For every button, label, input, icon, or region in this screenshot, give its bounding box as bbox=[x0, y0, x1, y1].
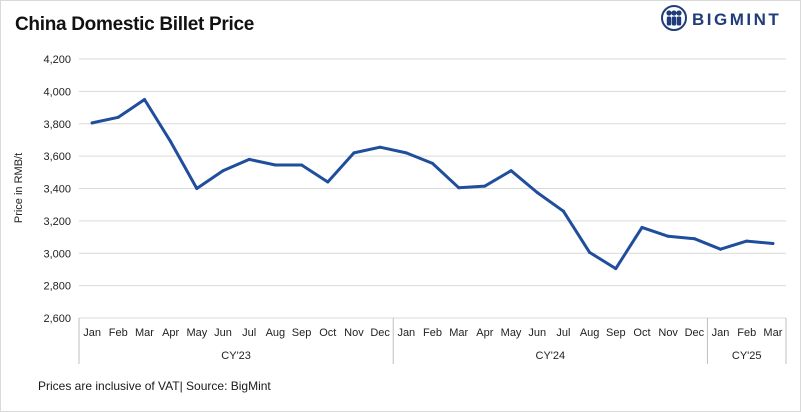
data-point bbox=[614, 267, 618, 271]
x-group-label: CY'23 bbox=[221, 350, 251, 362]
data-point bbox=[535, 191, 539, 195]
data-point bbox=[90, 121, 94, 125]
data-point bbox=[561, 209, 565, 213]
brand-logo: BIGMINT bbox=[661, 5, 781, 31]
data-point bbox=[404, 151, 408, 155]
x-tick-label: Dec bbox=[370, 327, 390, 339]
y-tick-label: 3,200 bbox=[43, 216, 71, 228]
x-tick-label: Apr bbox=[476, 327, 493, 339]
y-tick-label: 3,000 bbox=[43, 248, 71, 260]
y-tick-label: 4,200 bbox=[43, 54, 71, 66]
x-tick-label: Jan bbox=[712, 327, 730, 339]
y-tick-label: 3,600 bbox=[43, 151, 71, 163]
x-tick-label: Mar bbox=[135, 327, 154, 339]
series-line bbox=[90, 98, 775, 271]
y-tick-label: 3,800 bbox=[43, 119, 71, 131]
data-point bbox=[273, 163, 277, 167]
data-point bbox=[692, 237, 696, 241]
x-tick-label: Sep bbox=[292, 327, 312, 339]
x-tick-label: Nov bbox=[658, 327, 678, 339]
data-point bbox=[142, 97, 146, 101]
data-point bbox=[195, 187, 199, 190]
x-tick-label: Aug bbox=[266, 327, 286, 339]
x-tick-label: Feb bbox=[737, 327, 756, 339]
data-point bbox=[483, 184, 487, 188]
x-tick-label: Feb bbox=[109, 327, 128, 339]
x-tick-label: Dec bbox=[685, 327, 705, 339]
x-tick-label: Nov bbox=[344, 327, 364, 339]
x-tick-label: Jun bbox=[214, 327, 232, 339]
data-point bbox=[247, 157, 251, 161]
x-tick-label: Mar bbox=[449, 327, 468, 339]
x-tick-label: Jul bbox=[556, 327, 570, 339]
data-point bbox=[745, 239, 749, 243]
data-point bbox=[352, 151, 356, 155]
y-tick-label: 2,600 bbox=[43, 313, 71, 325]
data-point bbox=[666, 234, 670, 238]
people-circle-icon bbox=[661, 5, 687, 31]
x-tick-label: Apr bbox=[162, 327, 179, 339]
y-tick-label: 2,800 bbox=[43, 281, 71, 293]
data-point bbox=[588, 250, 592, 254]
source-footnote: Prices are inclusive of VAT| Source: Big… bbox=[38, 379, 271, 393]
data-point bbox=[457, 186, 461, 190]
data-point bbox=[640, 225, 644, 229]
x-tick-label: Feb bbox=[423, 327, 442, 339]
chart-title: China Domestic Billet Price bbox=[15, 14, 254, 35]
data-point bbox=[221, 169, 225, 173]
x-axis: Jan Feb Mar Apr May Jun Jul Aug Sep Oct Nov Dec Jan F… bbox=[78, 318, 787, 364]
data-point bbox=[300, 163, 304, 167]
y-axis-ticks: 2,600 2,800 3,000 3,200 3,400 3,600 3,800 4,000… bbox=[43, 54, 71, 325]
y-tick-label: 3,400 bbox=[43, 184, 71, 196]
data-point bbox=[509, 169, 513, 173]
gridlines bbox=[79, 58, 786, 319]
x-tick-label: Oct bbox=[633, 327, 650, 339]
x-tick-label: Jul bbox=[242, 327, 256, 339]
x-tick-label: May bbox=[186, 327, 207, 339]
x-tick-label: Jan bbox=[83, 327, 101, 339]
y-axis-title: Price in RMB/t bbox=[13, 153, 25, 223]
x-tick-label: Sep bbox=[606, 327, 626, 339]
brand-logo-text: BIGMINT bbox=[692, 10, 781, 29]
x-tick-label: Aug bbox=[580, 327, 600, 339]
data-point bbox=[771, 242, 775, 246]
data-point bbox=[431, 161, 434, 165]
data-point bbox=[169, 140, 173, 144]
x-tick-label: May bbox=[501, 327, 522, 339]
x-tick-label: Jan bbox=[397, 327, 415, 339]
data-point bbox=[378, 145, 382, 149]
series-layer bbox=[90, 97, 775, 271]
x-tick-label: Mar bbox=[763, 327, 782, 339]
x-group-label: CY'24 bbox=[536, 350, 566, 362]
data-point bbox=[116, 115, 120, 119]
data-point bbox=[326, 180, 330, 184]
data-point bbox=[719, 247, 723, 251]
x-group-label: CY'25 bbox=[732, 350, 762, 362]
y-tick-label: 4,000 bbox=[43, 86, 71, 98]
x-tick-label: Oct bbox=[319, 327, 336, 339]
x-tick-label: Jun bbox=[528, 327, 546, 339]
